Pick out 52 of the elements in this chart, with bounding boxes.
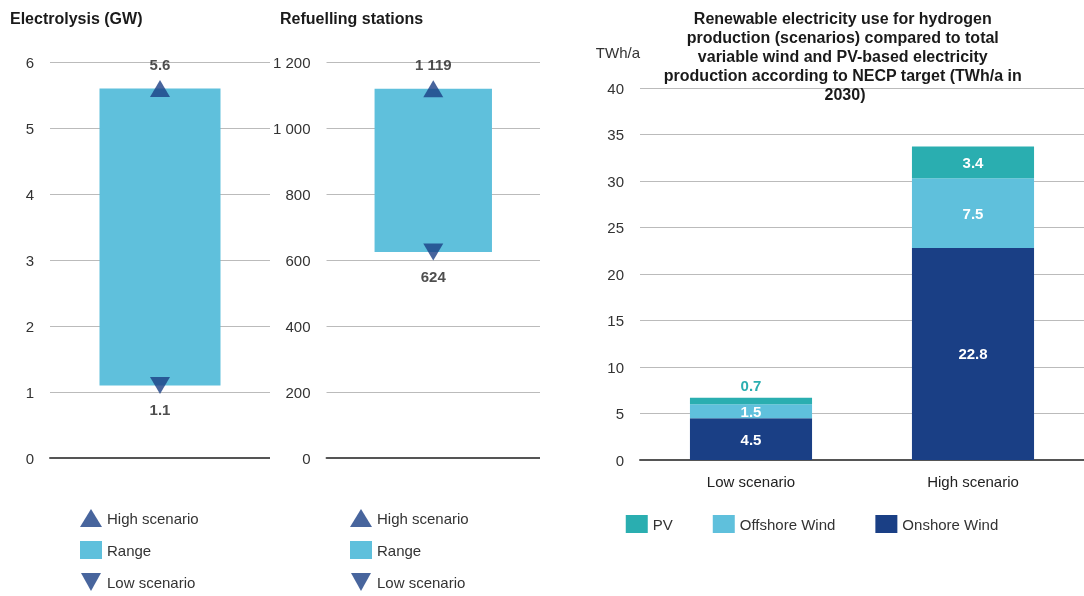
- data-label: 22.8: [958, 345, 988, 363]
- legend-label: Range: [377, 541, 422, 559]
- y-tick-label: 3: [25, 251, 34, 269]
- data-label: 7.5: [962, 204, 984, 222]
- data-label: 5.6: [149, 55, 171, 73]
- y-tick-label: 1: [25, 383, 34, 401]
- y-tick-label: 25: [607, 219, 624, 236]
- y-tick-label: 20: [607, 265, 624, 283]
- legend-label: PV: [652, 515, 673, 533]
- bar: [911, 178, 1035, 248]
- legend-label: High scenario: [377, 509, 469, 527]
- y-tick-label: 6: [25, 53, 34, 71]
- y-tick-label: 10: [607, 358, 624, 376]
- chart-title: Refuelling stations: [280, 10, 424, 27]
- legend-label: Offshore Wind: [739, 515, 836, 533]
- bar: [911, 247, 1035, 460]
- y-tick-label: 0: [25, 449, 34, 467]
- legend-label: Range: [107, 541, 152, 559]
- legend-label: Onshore Wind: [902, 515, 999, 533]
- y-tick-label: 4: [25, 185, 34, 203]
- y-tick-label: 200: [285, 383, 311, 401]
- chart-title: Renewable electricity use for hydrogen production (scenarios) compared to total variable wind and PV-based electricity production according to NECP target (TWh/a in 2030): [663, 10, 1027, 103]
- data-label: 1.1: [149, 400, 171, 418]
- data-label: 4.5: [740, 430, 762, 448]
- legend-label: High scenario: [107, 509, 199, 527]
- y-tick-label: 600: [285, 251, 311, 269]
- data-label: 1 119: [414, 56, 452, 74]
- y-tick-label: 800: [285, 185, 311, 203]
- y-tick-label: 40: [607, 79, 624, 97]
- y-tick-label: 400: [285, 317, 311, 335]
- y-tick-label: 5: [615, 405, 624, 422]
- bar: [689, 404, 813, 419]
- data-label: 0.7: [740, 376, 762, 394]
- y-tick-label: 2: [25, 317, 34, 335]
- y-tick-label: 15: [607, 312, 624, 329]
- y-tick-label: 1 000: [272, 119, 311, 137]
- legend-label: Low scenario: [107, 573, 196, 591]
- y-tick-label: 1 200: [272, 53, 311, 71]
- y-axis-title: TWh/a: [595, 44, 641, 61]
- y-tick-label: 30: [607, 172, 624, 190]
- data-label: 1.5: [740, 402, 762, 420]
- y-tick-label: 0: [615, 451, 624, 469]
- y-tick-label: 0: [302, 449, 311, 467]
- bar: [689, 418, 813, 460]
- bar: [911, 146, 1035, 179]
- y-tick-label: 35: [607, 126, 624, 143]
- bar: [689, 397, 813, 405]
- legend-label: Low scenario: [377, 573, 466, 591]
- chart-title: Electrolysis (GW): [10, 10, 143, 27]
- y-tick-label: 5: [25, 119, 34, 137]
- data-label: 624: [420, 267, 447, 285]
- data-label: 3.4: [962, 153, 985, 171]
